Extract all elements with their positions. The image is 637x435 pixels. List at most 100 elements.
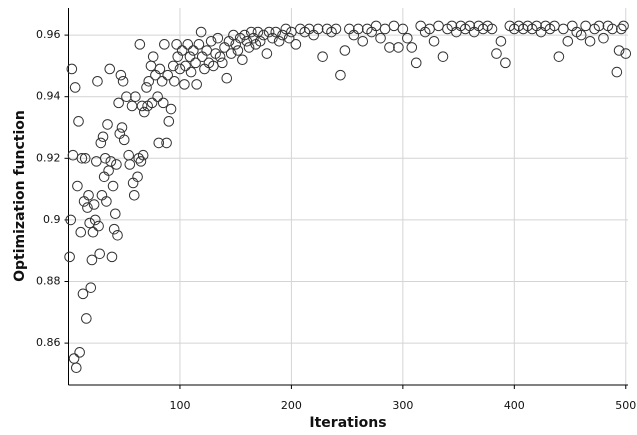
point — [82, 202, 93, 213]
point — [397, 23, 409, 35]
point — [195, 26, 207, 38]
point — [154, 63, 166, 75]
point — [115, 69, 127, 81]
point — [74, 347, 85, 358]
point — [182, 39, 194, 50]
point — [165, 103, 177, 115]
point — [167, 60, 179, 72]
point — [179, 79, 190, 90]
x-axis-title: Iterations — [309, 415, 386, 431]
point — [156, 76, 168, 87]
point — [437, 51, 449, 62]
point — [607, 23, 618, 35]
point — [87, 226, 99, 238]
point — [433, 20, 444, 32]
point — [290, 39, 302, 50]
point — [428, 35, 440, 47]
point — [138, 106, 150, 118]
point — [93, 220, 104, 232]
point — [221, 72, 233, 84]
point — [159, 39, 170, 50]
point — [593, 20, 605, 32]
point — [174, 63, 186, 75]
point — [161, 137, 172, 149]
point — [193, 39, 205, 50]
point — [69, 82, 81, 93]
point — [128, 189, 140, 201]
point — [97, 131, 109, 143]
point — [188, 45, 199, 56]
x-tick-label: 100 — [169, 399, 190, 412]
point — [86, 254, 98, 266]
x-tick-label: 200 — [281, 399, 302, 412]
point — [263, 26, 275, 38]
point — [145, 60, 157, 72]
point — [132, 171, 143, 183]
point — [171, 39, 182, 50]
point — [261, 48, 273, 59]
point — [72, 180, 83, 192]
point — [99, 153, 111, 164]
x-tick-label: 400 — [504, 399, 525, 412]
point — [94, 248, 106, 260]
point — [406, 42, 418, 53]
point — [85, 282, 97, 293]
point — [402, 32, 413, 44]
point — [108, 223, 120, 235]
point — [163, 116, 175, 127]
point — [232, 45, 244, 56]
point — [64, 251, 75, 263]
point — [88, 199, 100, 210]
point — [105, 156, 117, 167]
point — [73, 116, 84, 127]
point — [81, 313, 92, 324]
point — [495, 35, 507, 47]
point — [162, 69, 173, 81]
point — [180, 60, 191, 72]
point — [169, 76, 180, 87]
point — [95, 137, 107, 149]
point — [580, 20, 591, 32]
point — [245, 26, 257, 38]
point — [393, 42, 404, 53]
point — [152, 91, 163, 103]
point — [491, 48, 502, 59]
point — [136, 100, 148, 112]
point — [143, 76, 155, 87]
point — [237, 54, 248, 66]
point — [357, 35, 369, 47]
point — [106, 251, 118, 263]
point — [68, 353, 80, 364]
point — [410, 57, 422, 69]
point — [71, 362, 82, 374]
point — [267, 32, 278, 44]
point — [384, 42, 395, 53]
point — [618, 20, 629, 32]
point — [111, 159, 122, 170]
y-tick-label: 0.86 — [36, 336, 61, 349]
point — [613, 45, 625, 56]
point — [584, 35, 596, 47]
point — [317, 51, 328, 62]
point — [205, 35, 217, 47]
y-tick-label: 0.94 — [36, 90, 61, 103]
point — [254, 35, 266, 47]
point — [273, 35, 285, 47]
point — [141, 82, 152, 93]
point — [620, 48, 632, 59]
point — [112, 230, 123, 241]
point — [134, 39, 146, 50]
point — [562, 35, 574, 47]
point — [130, 91, 141, 103]
y-tick-label: 0.92 — [36, 151, 61, 164]
point — [335, 69, 346, 81]
point — [553, 51, 565, 62]
point — [486, 23, 498, 35]
x-tick-label: 300 — [392, 399, 413, 412]
point — [212, 32, 224, 44]
point — [558, 23, 569, 35]
point — [101, 196, 112, 207]
point — [225, 48, 237, 59]
point — [157, 97, 169, 109]
